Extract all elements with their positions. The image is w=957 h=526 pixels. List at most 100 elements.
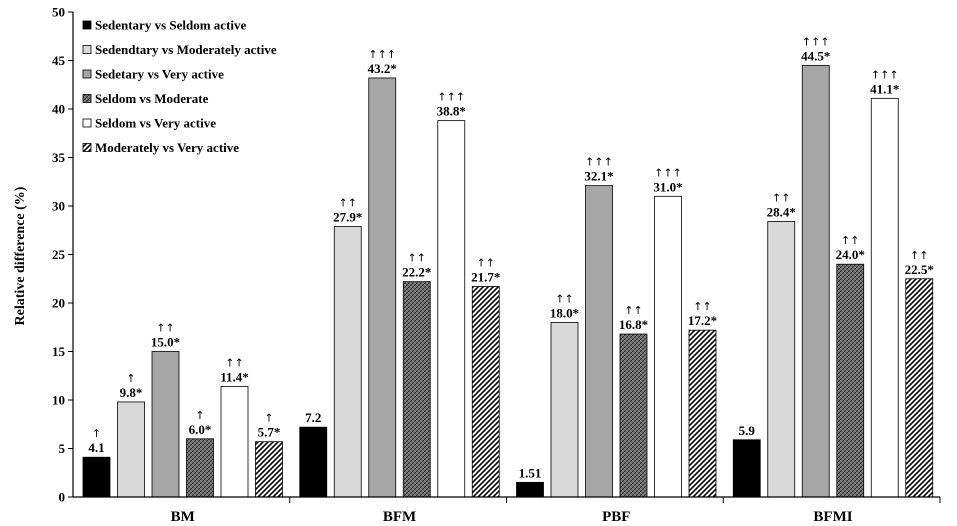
data-label: 24.0* bbox=[836, 247, 865, 262]
y-tick-label: 40 bbox=[52, 102, 65, 117]
legend-swatch bbox=[82, 20, 92, 30]
y-tick-label: 45 bbox=[52, 53, 66, 68]
y-tick-label: 50 bbox=[52, 5, 65, 20]
y-tick-label: 35 bbox=[52, 150, 66, 165]
significance-arrow: ↑↑ bbox=[156, 322, 174, 335]
significance-arrow: ↑↑ bbox=[477, 257, 495, 270]
y-tick-label: 15 bbox=[52, 344, 66, 359]
bar bbox=[471, 286, 500, 498]
y-tick-label: 10 bbox=[52, 393, 65, 408]
significance-arrow: ↑↑ bbox=[408, 252, 426, 265]
data-label: 28.4* bbox=[767, 205, 796, 220]
data-label: 5.7* bbox=[258, 425, 281, 440]
data-label: 44.5* bbox=[801, 48, 830, 63]
data-label: 43.2* bbox=[368, 61, 397, 76]
axes: BM BFM PBF BFMI bbox=[72, 12, 941, 525]
significance-arrow: ↑↑ bbox=[339, 196, 357, 209]
significance-arrow: ↑ bbox=[264, 412, 273, 425]
y-axis-ticks: 0 5 10 15 20 25 30 35 40 45 50 bbox=[52, 5, 73, 505]
data-label: 15.0* bbox=[151, 335, 180, 350]
legend-label: Sedentary vs Seldom active bbox=[95, 18, 247, 33]
legend-label: Seldom vs Moderate bbox=[95, 91, 209, 106]
data-label: 5.9 bbox=[739, 423, 756, 438]
significance-arrow: ↑↑ bbox=[693, 300, 711, 313]
significance-arrow: ↑↑↑ bbox=[802, 35, 830, 48]
bar bbox=[299, 426, 328, 498]
data-label: 11.4* bbox=[220, 369, 249, 384]
significance-arrow: ↑↑ bbox=[624, 304, 642, 317]
bar bbox=[402, 281, 431, 498]
bar bbox=[732, 439, 761, 498]
data-label: 27.9* bbox=[333, 209, 362, 224]
significance-arrow: ↑↑↑ bbox=[585, 156, 613, 169]
bar bbox=[82, 456, 111, 498]
bar bbox=[836, 263, 865, 498]
bar bbox=[767, 221, 796, 498]
bar bbox=[654, 195, 682, 498]
x-tick-label: BM bbox=[171, 509, 195, 525]
bar bbox=[688, 329, 717, 498]
y-tick-label: 5 bbox=[59, 441, 66, 456]
data-label: 4.1 bbox=[88, 440, 104, 455]
data-label: 6.0* bbox=[189, 422, 212, 437]
legend: Sedentary vs Seldom active Sedendtary vs … bbox=[82, 18, 277, 155]
legend-swatch bbox=[82, 45, 92, 54]
significance-arrow: ↑↑↑ bbox=[368, 48, 396, 61]
legend-swatch bbox=[82, 118, 92, 128]
bar bbox=[905, 278, 934, 498]
x-tick-label: PBF bbox=[602, 509, 630, 525]
legend-label: Sedendtary vs Moderately active bbox=[95, 42, 277, 57]
data-label: 22.2* bbox=[402, 265, 431, 280]
bar bbox=[550, 321, 579, 498]
significance-arrow: ↑ bbox=[195, 409, 204, 422]
significance-arrow: ↑ bbox=[92, 427, 101, 440]
significance-arrow: ↑↑ bbox=[555, 292, 573, 305]
data-label: 38.8* bbox=[437, 104, 466, 119]
y-tick-label: 20 bbox=[52, 296, 65, 311]
legend-swatch bbox=[82, 69, 92, 79]
data-label: 17.2* bbox=[688, 313, 717, 328]
bar bbox=[585, 185, 613, 498]
bar bbox=[151, 351, 180, 498]
bar bbox=[368, 77, 397, 498]
data-label: 1.51 bbox=[519, 465, 542, 480]
bar bbox=[516, 481, 544, 498]
y-tick-label: 25 bbox=[52, 247, 66, 262]
significance-arrow: ↑↑ bbox=[841, 234, 859, 247]
significance-arrow: ↑↑ bbox=[910, 249, 928, 262]
bar bbox=[437, 120, 466, 498]
significance-arrow: ↑ bbox=[126, 372, 135, 385]
bar bbox=[220, 386, 249, 498]
y-tick-label: 30 bbox=[52, 199, 65, 214]
bar bbox=[801, 64, 830, 498]
data-labels: 4.1↑7.21.515.99.8*↑27.9*↑↑18.0*↑↑28.4*↑↑… bbox=[88, 35, 934, 480]
significance-arrow: ↑↑↑ bbox=[437, 91, 465, 104]
data-label: 18.0* bbox=[550, 305, 579, 320]
data-label: 9.8* bbox=[120, 385, 143, 400]
bar bbox=[619, 333, 648, 498]
bar bbox=[186, 438, 214, 498]
data-label: 16.8* bbox=[619, 317, 648, 332]
data-label: 22.5* bbox=[905, 262, 934, 277]
data-label: 7.2 bbox=[305, 410, 321, 425]
bar bbox=[333, 225, 362, 498]
y-axis-label: Relative difference (%) bbox=[13, 186, 28, 325]
legend-label: Sedetary vs Very active bbox=[95, 67, 224, 82]
data-label: 41.1* bbox=[870, 81, 899, 96]
legend-label: Moderately vs Very active bbox=[95, 140, 239, 155]
bars bbox=[82, 64, 934, 498]
legend-swatch bbox=[82, 94, 92, 103]
x-tick-label: BFM bbox=[383, 509, 416, 525]
y-tick-label: 0 bbox=[59, 490, 66, 505]
data-label: 32.1* bbox=[584, 169, 613, 184]
legend-label: Seldom vs Very active bbox=[95, 116, 216, 131]
significance-arrow: ↑↑ bbox=[225, 356, 243, 369]
data-label: 21.7* bbox=[471, 270, 500, 285]
legend-swatch bbox=[82, 143, 92, 152]
bar bbox=[870, 97, 899, 498]
significance-arrow: ↑↑↑ bbox=[871, 68, 899, 81]
bar bbox=[255, 441, 283, 498]
data-label: 31.0* bbox=[653, 179, 682, 194]
x-tick-label: BFMI bbox=[813, 509, 852, 525]
